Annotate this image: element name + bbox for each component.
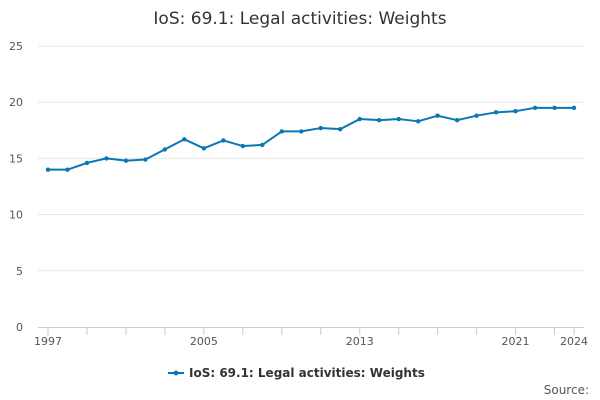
data-point[interactable] xyxy=(415,119,421,124)
x-tick-label: 2013 xyxy=(346,335,374,348)
data-point[interactable] xyxy=(376,117,382,123)
y-tick-label: 15 xyxy=(9,152,23,165)
y-tick-label: 20 xyxy=(9,96,23,109)
data-point[interactable] xyxy=(162,147,168,152)
data-point[interactable] xyxy=(318,125,323,131)
x-tick-label: 2021 xyxy=(502,335,530,348)
x-axis xyxy=(38,327,584,335)
data-point[interactable] xyxy=(299,129,304,134)
legend[interactable]: IoS: 69.1: Legal activities: Weights xyxy=(168,366,425,380)
data-point[interactable] xyxy=(474,113,479,118)
y-tick-label: 0 xyxy=(16,321,23,334)
x-tick-label: 2024 xyxy=(560,335,588,348)
data-point[interactable] xyxy=(279,129,284,134)
chart-title: IoS: 69.1: Legal activities: Weights xyxy=(153,9,446,29)
data-point[interactable] xyxy=(45,167,51,172)
x-tick-label: 1997 xyxy=(34,335,62,348)
source-label: Source: xyxy=(544,383,589,397)
data-point[interactable] xyxy=(493,110,499,115)
y-axis: 0 5 10 15 20 25 xyxy=(9,40,23,334)
data-point[interactable] xyxy=(104,156,109,161)
data-point[interactable] xyxy=(201,146,207,151)
data-point[interactable] xyxy=(513,108,518,114)
x-tick-label: 2005 xyxy=(190,335,218,348)
data-point[interactable] xyxy=(182,137,187,142)
y-tick-label: 25 xyxy=(9,40,23,53)
y-tick-label: 5 xyxy=(16,265,23,278)
data-point[interactable] xyxy=(221,138,226,143)
plot-area xyxy=(45,105,577,172)
data-point[interactable] xyxy=(396,116,401,122)
data-point[interactable] xyxy=(435,113,440,118)
data-point[interactable] xyxy=(65,167,70,172)
data-point[interactable] xyxy=(143,157,148,162)
data-point[interactable] xyxy=(571,105,577,111)
data-point[interactable] xyxy=(338,126,343,132)
data-point[interactable] xyxy=(84,160,90,166)
data-point[interactable] xyxy=(532,105,538,111)
data-point[interactable] xyxy=(123,158,129,163)
series-line xyxy=(48,106,574,171)
data-point[interactable] xyxy=(552,105,557,111)
data-point[interactable] xyxy=(260,142,265,148)
legend-marker xyxy=(173,370,179,376)
data-point[interactable] xyxy=(240,143,246,149)
data-point[interactable] xyxy=(357,116,362,122)
data-point[interactable] xyxy=(454,117,460,123)
gridlines xyxy=(38,45,584,272)
legend-label[interactable]: IoS: 69.1: Legal activities: Weights xyxy=(189,366,425,380)
y-tick-label: 10 xyxy=(9,209,23,222)
x-axis-ticks: 1997 2005 2013 2021 2024 xyxy=(34,335,588,348)
